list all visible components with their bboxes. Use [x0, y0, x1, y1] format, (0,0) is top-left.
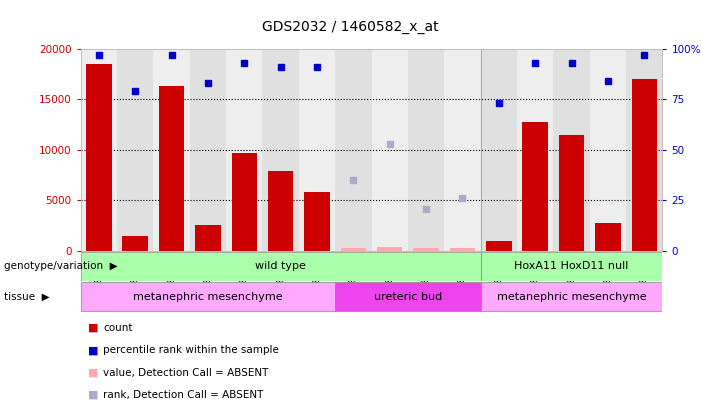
Bar [632, 79, 657, 251]
Text: count: count [103, 323, 132, 333]
Bar [553, 49, 590, 251]
Bar [486, 241, 512, 251]
Bar [444, 49, 481, 251]
Text: value, Detection Call = ABSENT: value, Detection Call = ABSENT [103, 368, 268, 377]
Text: rank, Detection Call = ABSENT: rank, Detection Call = ABSENT [103, 390, 264, 400]
Bar [268, 171, 293, 251]
Text: ■: ■ [88, 368, 98, 377]
Bar [377, 247, 402, 251]
Text: metanephric mesenchyme: metanephric mesenchyme [133, 292, 283, 302]
Bar [414, 248, 439, 251]
Bar [595, 223, 620, 251]
Text: ■: ■ [88, 323, 98, 333]
Bar [81, 282, 335, 311]
Bar [517, 49, 553, 251]
Text: ■: ■ [88, 390, 98, 400]
Bar [590, 49, 626, 251]
Bar [481, 282, 662, 311]
Bar [81, 252, 481, 281]
Bar [335, 282, 481, 311]
Text: tissue  ▶: tissue ▶ [4, 292, 49, 302]
Bar [372, 49, 408, 251]
Bar [299, 49, 335, 251]
Bar [304, 192, 329, 251]
Text: ■: ■ [88, 345, 98, 355]
Bar [559, 134, 584, 251]
Text: metanephric mesenchyme: metanephric mesenchyme [497, 292, 646, 302]
Bar [154, 49, 190, 251]
Bar [231, 153, 257, 251]
Bar [81, 49, 117, 251]
Bar [450, 247, 475, 251]
Bar [159, 86, 184, 251]
Bar [522, 122, 548, 251]
Text: genotype/variation  ▶: genotype/variation ▶ [4, 261, 117, 271]
Text: GDS2032 / 1460582_x_at: GDS2032 / 1460582_x_at [262, 20, 439, 34]
Bar [195, 225, 221, 251]
Bar [481, 252, 662, 281]
Bar [117, 49, 154, 251]
Text: ureteric bud: ureteric bud [374, 292, 442, 302]
Bar [262, 49, 299, 251]
Bar [190, 49, 226, 251]
Text: HoxA11 HoxD11 null: HoxA11 HoxD11 null [515, 261, 629, 271]
Bar [408, 49, 444, 251]
Bar [335, 49, 372, 251]
Text: percentile rank within the sample: percentile rank within the sample [103, 345, 279, 355]
Bar [341, 247, 366, 251]
Text: wild type: wild type [255, 261, 306, 271]
Bar [626, 49, 662, 251]
Bar [123, 236, 148, 251]
Bar [86, 64, 111, 251]
Bar [226, 49, 262, 251]
Bar [481, 49, 517, 251]
